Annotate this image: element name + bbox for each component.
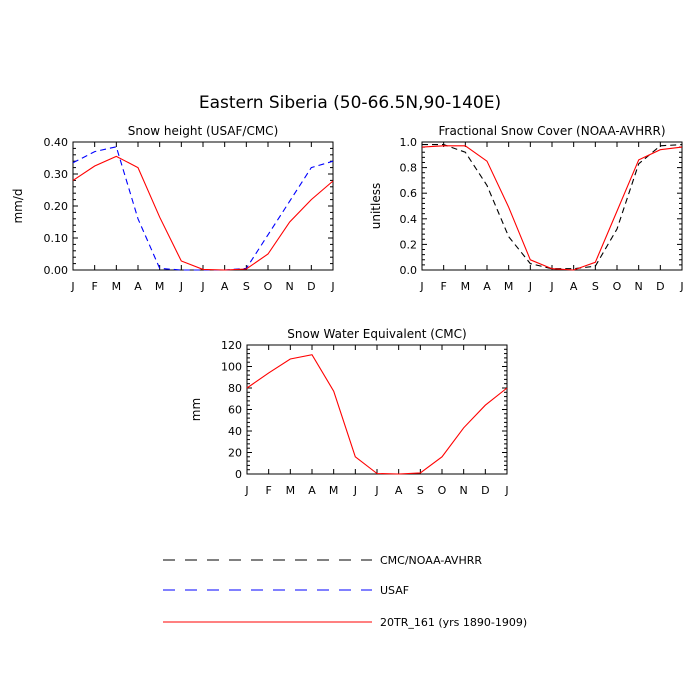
snow-height-panel: Snow height (USAF/CMC) mm/d 0.00 0.10 0.20 0.… <box>11 124 335 293</box>
x-tick-label: O <box>613 280 622 293</box>
y-tick-label: 40 <box>228 425 242 438</box>
x-tick-label: D <box>307 280 315 293</box>
swe-panel: Snow Water Equivalent (CMC) mm 0 20 40 60 80 10… <box>189 327 509 497</box>
series-line-20tr-161 <box>246 354 508 475</box>
y-axis-label: unitless <box>369 183 383 229</box>
x-tick-label: S <box>417 484 424 497</box>
x-tick-label: M <box>286 484 296 497</box>
x-tick-label: J <box>528 280 532 293</box>
snow-cover-panel: Fractional Snow Cover (NOAA-AVHRR) unitle… <box>369 124 684 293</box>
x-tick-label: O <box>438 484 447 497</box>
series-line-usaf <box>72 146 334 271</box>
x-tick-label: J <box>330 280 334 293</box>
y-tick-label: 0.20 <box>44 200 69 213</box>
x-tick-label: F <box>441 280 447 293</box>
series-line-20tr-161 <box>421 145 683 271</box>
x-tick-label: A <box>308 484 316 497</box>
x-tick-label: A <box>483 280 491 293</box>
y-tick-label: 0.6 <box>400 187 418 200</box>
y-tick-label: 60 <box>228 404 242 417</box>
legend-label: CMC/NOAA-AVHRR <box>380 554 482 567</box>
legend-label: USAF <box>380 584 409 597</box>
x-tick-label: J <box>179 280 183 293</box>
y-tick-label: 100 <box>221 361 242 374</box>
x-tick-label: J <box>504 484 508 497</box>
x-tick-label: O <box>264 280 273 293</box>
y-tick-label: 0.0 <box>400 264 418 277</box>
x-tick-label: M <box>155 280 165 293</box>
main-title: Eastern Siberia (50-66.5N,90-140E) <box>199 93 501 113</box>
legend: CMC/NOAA-AVHRR USAF 20TR_161 (yrs 1890-190… <box>163 554 527 629</box>
y-axis-label: mm <box>189 398 203 421</box>
y-tick-label: 0.10 <box>44 232 69 245</box>
x-tick-label: M <box>504 280 514 293</box>
x-tick-label: N <box>460 484 468 497</box>
y-tick-label: 1.0 <box>400 136 418 149</box>
x-tick-label: M <box>461 280 471 293</box>
panel-title: Fractional Snow Cover (NOAA-AVHRR) <box>438 124 665 138</box>
x-tick-label: A <box>134 280 142 293</box>
x-tick-label: D <box>481 484 489 497</box>
x-tick-label: J <box>200 280 204 293</box>
panel-title: Snow height (USAF/CMC) <box>128 124 279 138</box>
y-tick-label: 0.00 <box>44 264 69 277</box>
series-line-cmc-noaa-avhrr <box>422 144 683 270</box>
x-tick-label: S <box>243 280 250 293</box>
x-tick-label: J <box>679 280 683 293</box>
x-tick-label: D <box>656 280 664 293</box>
x-tick-label: F <box>266 484 272 497</box>
x-tick-label: A <box>570 280 578 293</box>
x-tick-label: J <box>353 484 357 497</box>
y-tick-label: 80 <box>228 382 242 395</box>
x-tick-label: F <box>92 280 98 293</box>
y-tick-label: 0.40 <box>44 136 69 149</box>
x-tick-label: J <box>374 484 378 497</box>
x-tick-label: J <box>70 280 74 293</box>
plot-frame <box>72 141 334 271</box>
plot-frame <box>246 344 508 475</box>
x-tick-label: M <box>112 280 122 293</box>
x-tick-label: J <box>244 484 248 497</box>
series-line-20tr-161 <box>72 155 334 271</box>
legend-label: 20TR_161 (yrs 1890-1909) <box>380 616 527 629</box>
y-tick-label: 120 <box>221 339 242 352</box>
x-tick-label: A <box>395 484 403 497</box>
plot-frame <box>421 141 683 271</box>
x-tick-label: J <box>419 280 423 293</box>
x-tick-label: N <box>635 280 643 293</box>
y-tick-label: 0.30 <box>44 168 69 181</box>
x-tick-label: A <box>221 280 229 293</box>
x-tick-label: J <box>549 280 553 293</box>
x-tick-label: N <box>286 280 294 293</box>
y-axis-label: mm/d <box>11 188 25 223</box>
x-tick-label: S <box>592 280 599 293</box>
y-tick-label: 0 <box>235 468 242 481</box>
x-tick-label: M <box>329 484 339 497</box>
panel-title: Snow Water Equivalent (CMC) <box>287 327 466 341</box>
y-tick-label: 0.2 <box>400 238 418 251</box>
y-tick-label: 20 <box>228 447 242 460</box>
y-tick-label: 0.8 <box>400 162 418 175</box>
y-tick-label: 0.4 <box>400 213 418 226</box>
